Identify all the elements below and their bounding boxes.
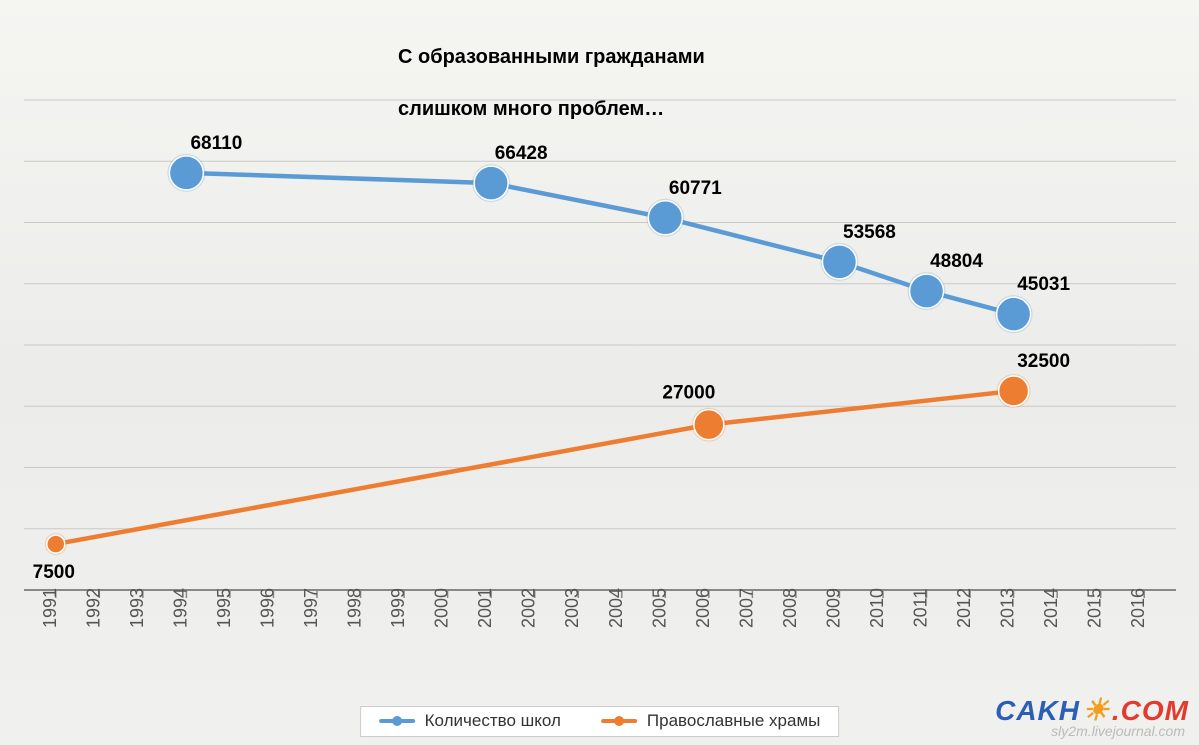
x-tick-label: 1997: [301, 588, 321, 628]
x-tick-label: 2009: [823, 588, 843, 628]
x-tick-label: 2015: [1085, 588, 1105, 628]
chart-svg: 1991 1992 1993 1994 1995 1996 1997 1998 1999 2000…: [24, 100, 1176, 665]
x-tick-label: 2016: [1128, 588, 1148, 628]
x-tick-label: 2012: [954, 588, 974, 628]
data-label: 60771: [669, 178, 722, 199]
data-label: 45031: [1017, 274, 1070, 295]
x-tick-label: 2007: [736, 588, 756, 628]
legend: Количество школ Православные храмы: [360, 706, 840, 737]
title-line-1: С образованными гражданами: [398, 46, 705, 68]
x-tick-label: 2001: [475, 588, 495, 628]
x-tick-label: 1998: [345, 588, 365, 628]
legend-swatch-schools: [379, 719, 415, 723]
data-label: 7500: [33, 562, 75, 583]
x-tick-label: 1993: [127, 588, 147, 628]
data-label: 27000: [662, 383, 715, 404]
data-label: 48804: [930, 251, 983, 272]
watermark: sly2m.livejournal.com: [1051, 723, 1185, 739]
x-tick-label: 2005: [649, 588, 669, 628]
legend-item-schools: Количество школ: [379, 711, 561, 731]
x-tick-label: 2008: [780, 588, 800, 628]
x-tick-label: 1994: [170, 588, 190, 628]
x-tick-label: 1992: [83, 588, 103, 628]
legend-label-churches: Православные храмы: [647, 711, 820, 731]
x-tick-label: 1996: [257, 588, 277, 628]
x-tick-label: 2006: [693, 588, 713, 628]
x-tick-label: 2014: [1041, 588, 1061, 628]
data-label: 53568: [843, 222, 896, 243]
sun-icon: ☀: [1082, 696, 1110, 726]
legend-swatch-churches: [601, 719, 637, 723]
x-tick-label: 1991: [40, 588, 60, 628]
legend-item-churches: Православные храмы: [601, 711, 820, 731]
legend-label-schools: Количество школ: [425, 711, 561, 731]
x-tick-label: 2013: [998, 588, 1018, 628]
x-tick-label: 2011: [911, 589, 931, 628]
data-label: 32500: [1017, 351, 1070, 372]
data-label: 68110: [190, 133, 242, 154]
x-tick-label: 1995: [214, 588, 234, 628]
x-tick-label: 2002: [519, 588, 539, 628]
plot-area: 1991 1992 1993 1994 1995 1996 1997 1998 1999 2000…: [24, 100, 1176, 665]
x-tick-label: 2003: [562, 588, 582, 628]
x-tick-label: 2004: [606, 588, 626, 628]
x-tick-label: 2010: [867, 588, 887, 628]
data-label: 66428: [495, 143, 548, 164]
x-tick-label: 2000: [432, 588, 452, 628]
x-tick-label: 1999: [388, 588, 408, 628]
